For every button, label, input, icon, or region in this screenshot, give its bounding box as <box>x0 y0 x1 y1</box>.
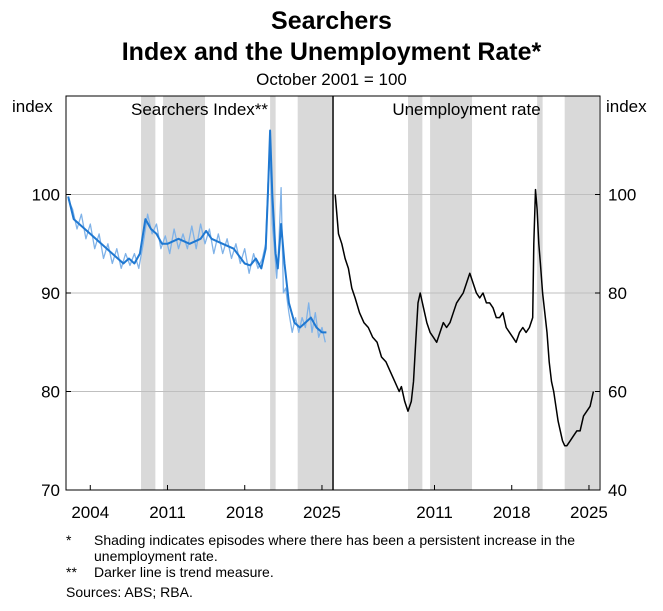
x-tick-label-1-2: 2011 <box>149 503 186 522</box>
y-tick-left-3: 90 <box>41 284 60 303</box>
y-axis-label-left: index <box>12 97 53 116</box>
y-tick-left-2: 80 <box>41 383 60 402</box>
chart-title: Searchers <box>271 7 392 35</box>
series-line-1-trend <box>67 129 327 334</box>
panel-title-1: Searchers Index** <box>131 100 268 119</box>
chart-title-line2: Index and the Unemployment Rate* <box>121 38 542 66</box>
y-tick-left-4: 100 <box>32 186 60 205</box>
y-axis-label-right: index <box>606 97 647 116</box>
x-tick-label-1-3: 2018 <box>226 503 264 522</box>
x-tick-label-2-3: 2025 <box>570 503 608 522</box>
footnote-2-text: Darker line is trend measure. <box>94 564 274 580</box>
footnote-2: ** Darker line is trend measure. <box>66 564 663 580</box>
chart-subtitle: October 2001 = 100 <box>256 70 407 89</box>
x-tick-label-1-4: 2025 <box>303 503 341 522</box>
y-tick-right-1: 40 <box>608 481 627 500</box>
x-tick-label-1-1: 2004 <box>71 503 109 522</box>
series-line-1-raw <box>67 154 326 343</box>
x-tick-label-2-2: 2018 <box>493 503 531 522</box>
y-tick-right-4: 100 <box>608 186 636 205</box>
y-tick-right-2: 60 <box>608 383 627 402</box>
panel-title-2: Unemployment rate <box>392 100 540 119</box>
x-tick-label-2-1: 2011 <box>416 503 453 522</box>
footnote-1-text: Shading indicates episodes where there h… <box>94 532 575 564</box>
source-note: Sources: ABS; RBA. <box>66 584 193 600</box>
footnote-2-mark: ** <box>66 564 77 580</box>
footnotes: * Shading indicates episodes where there… <box>66 532 663 600</box>
series-line-2-monthly <box>334 188 595 447</box>
y-tick-left-1: 70 <box>41 481 60 500</box>
footnote-1-mark: * <box>66 532 72 548</box>
footnote-1: * Shading indicates episodes where there… <box>66 532 663 564</box>
y-tick-right-3: 80 <box>608 284 627 303</box>
